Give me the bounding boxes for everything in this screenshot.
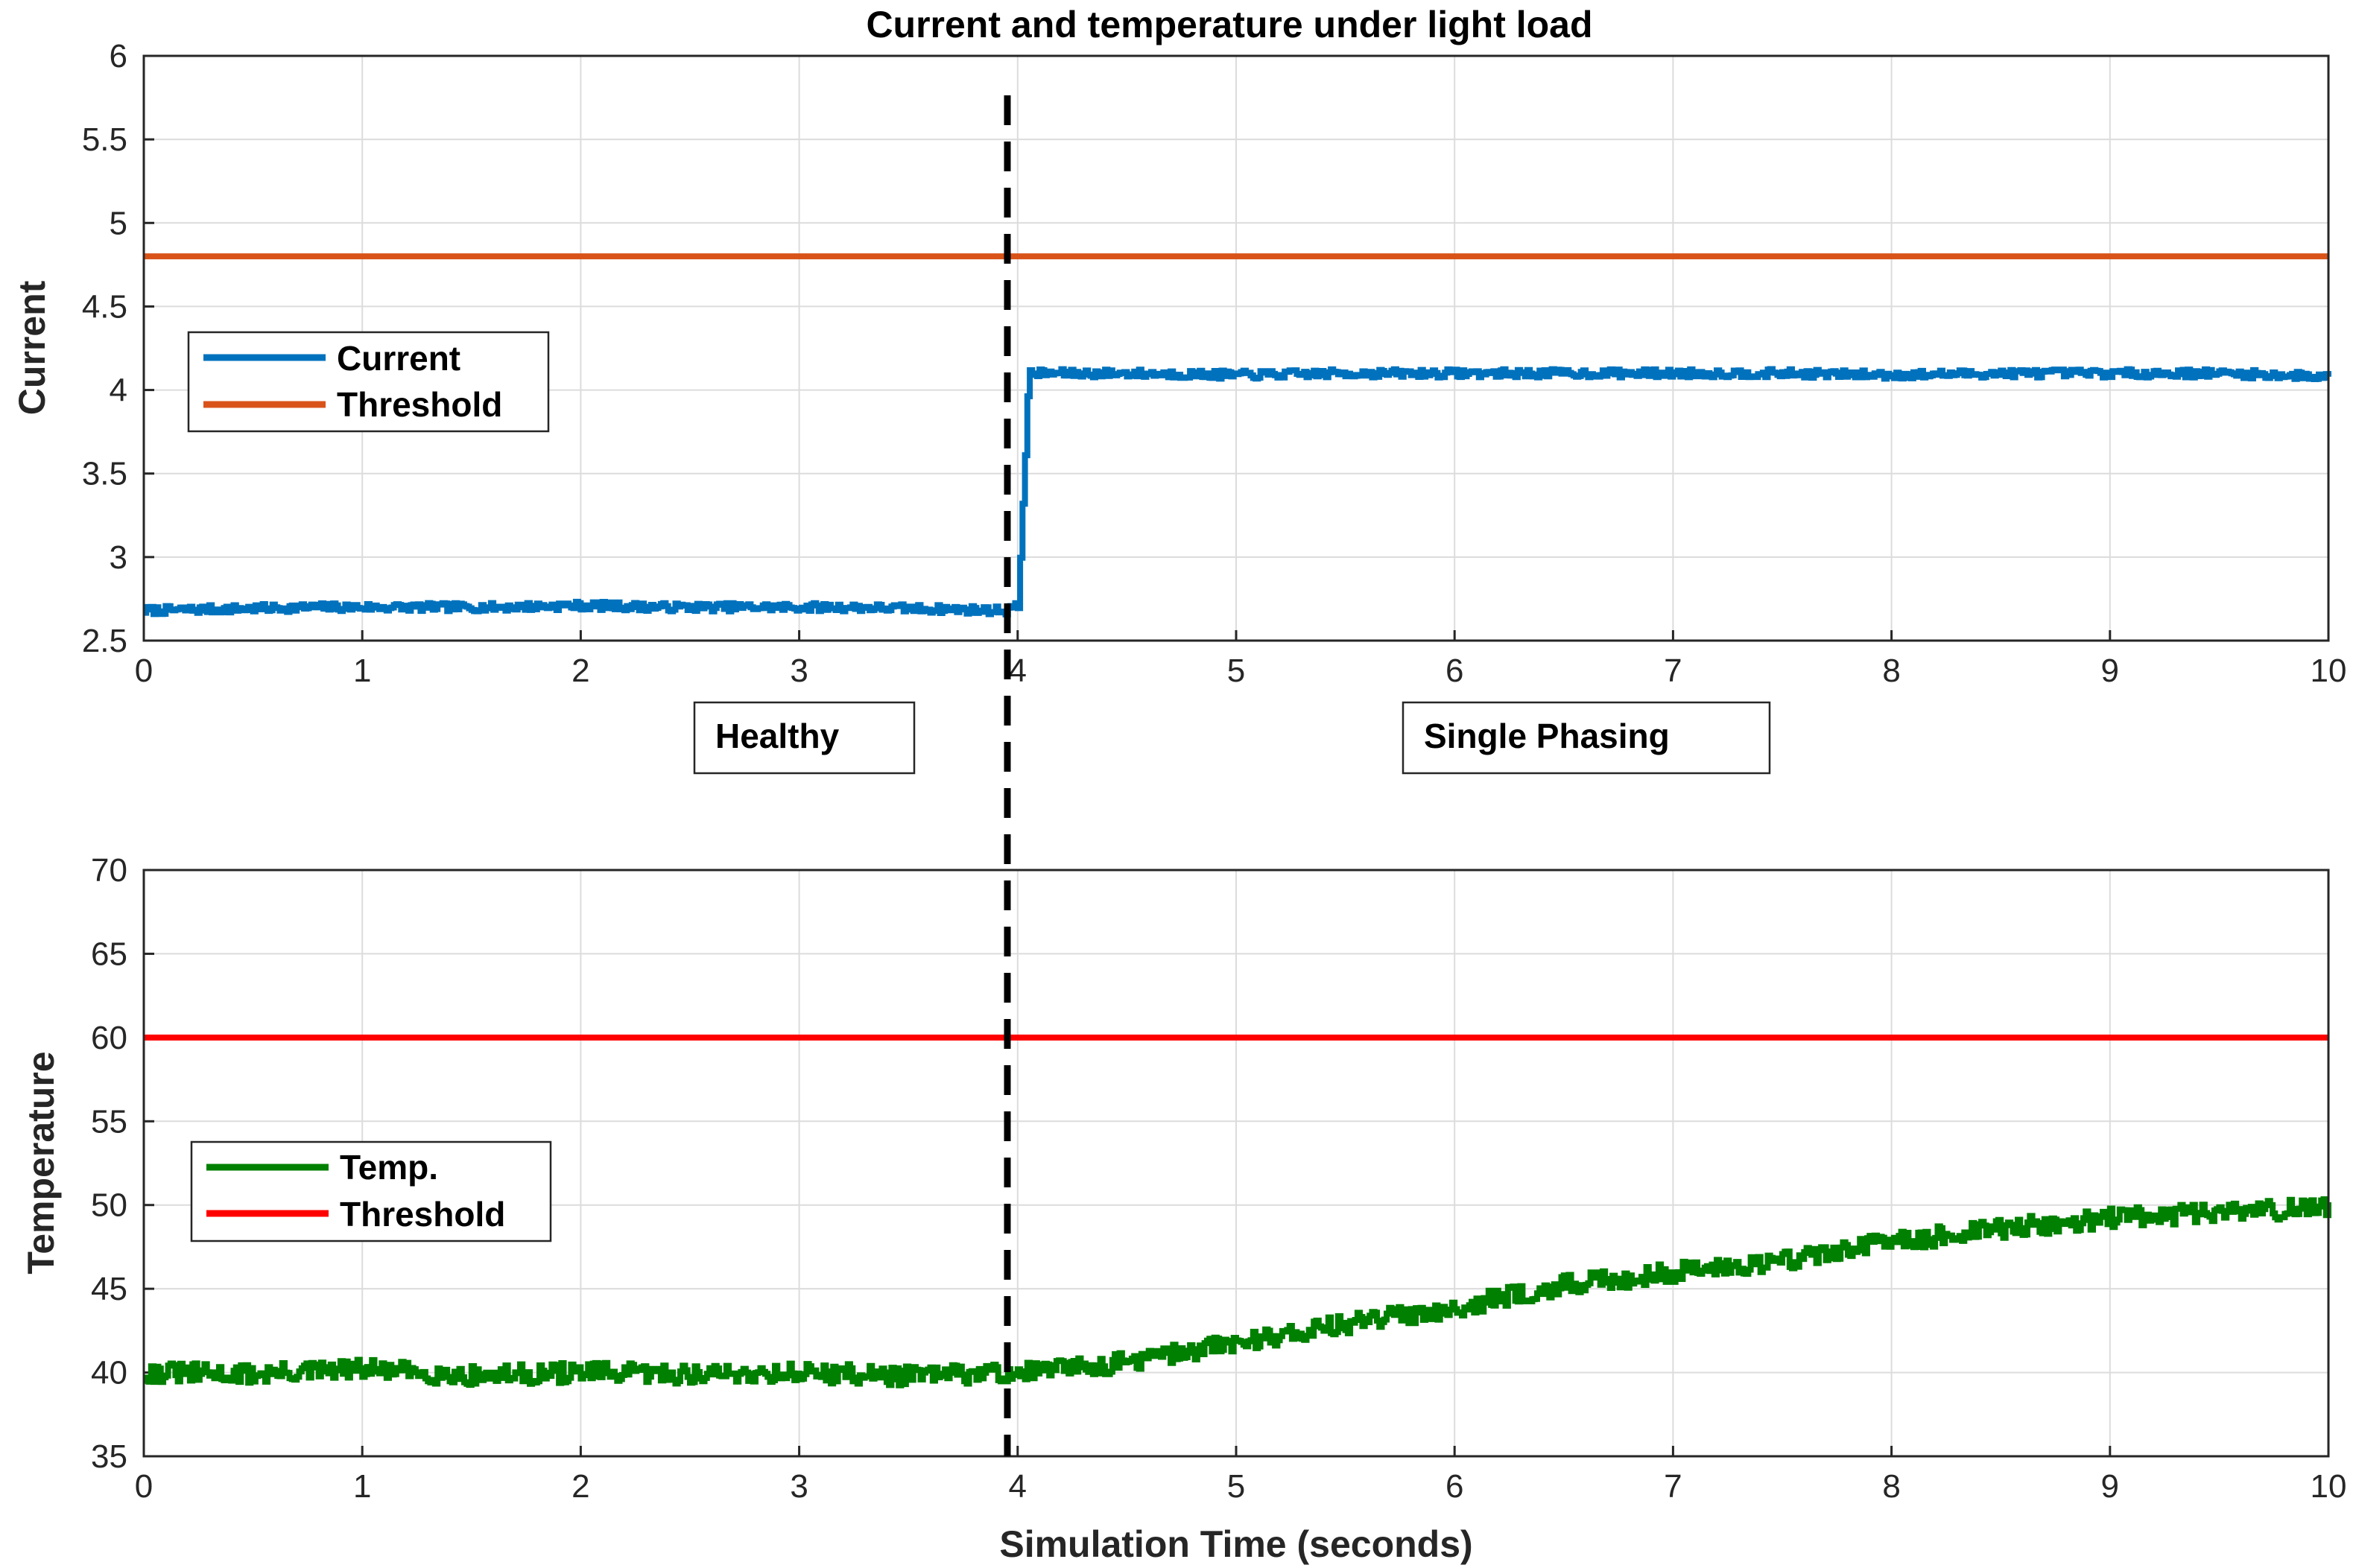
single-phasing-box [1402, 701, 1771, 775]
current-y-axis-label: Current [11, 280, 53, 415]
current-x-tick-label: 9 [2101, 653, 2119, 689]
current-x-tick-label: 4 [1009, 653, 1027, 689]
current-y-tick-label: 5.5 [82, 121, 127, 158]
temperature-x-tick-label: 10 [2311, 1468, 2347, 1505]
current-legend: Current Threshold [187, 331, 550, 433]
temperature-series [143, 1034, 2331, 1388]
healthy-box [693, 701, 916, 775]
temperature-y-tick-label: 65 [91, 936, 127, 972]
current-ticks: 0 1 2 3 4 5 6 7 8 9 10 2.5 3 3.5 4 4.5 5 5.5 6 [82, 38, 2347, 689]
current-x-tick-label: 5 [1227, 653, 1245, 689]
current-series [143, 253, 2331, 618]
temperature-x-tick-label: 0 [135, 1468, 153, 1505]
current-y-tick-label: 5 [110, 205, 127, 241]
temperature-y-tick-label: 70 [91, 852, 127, 889]
chart-title: Current and temperature under light load [866, 4, 1592, 45]
current-y-tick-label: 3.5 [82, 456, 127, 492]
current-x-tick-label: 3 [790, 653, 808, 689]
current-y-tick-label: 4 [110, 372, 127, 409]
current-y-tick-label: 2.5 [82, 623, 127, 659]
current-x-tick-label: 0 [135, 653, 153, 689]
healthy-label: Healthy [715, 717, 840, 755]
x-axis-label: Simulation Time (seconds) [999, 1523, 1472, 1565]
temperature-y-tick-label: 55 [91, 1103, 127, 1140]
current-x-tick-label: 8 [1882, 653, 1900, 689]
temperature-y-tick-label: 40 [91, 1355, 127, 1391]
current-x-tick-label: 2 [571, 653, 589, 689]
temperature-x-tick-label: 5 [1227, 1468, 1245, 1505]
healthy-annotation: Healthy [693, 701, 916, 775]
current-legend-box [187, 331, 550, 433]
current-axes-frame [142, 54, 2330, 642]
temperature-x-tick-label: 9 [2101, 1468, 2119, 1505]
legend-entry-temp: Temp. [340, 1148, 438, 1187]
temperature-x-tick-label: 6 [1445, 1468, 1463, 1505]
temperature-y-tick-label: 50 [91, 1187, 127, 1224]
temperature-y-tick-label: 45 [91, 1271, 127, 1307]
current-y-tick-label: 3 [110, 539, 127, 576]
temperature-y-tick-label: 35 [91, 1438, 127, 1475]
legend-entry-temp-threshold: Threshold [340, 1195, 505, 1234]
current-y-tick-label: 4.5 [82, 288, 127, 325]
temperature-x-tick-label: 3 [790, 1468, 808, 1505]
temperature-axes-frame [142, 869, 2330, 1458]
current-x-tick-label: 7 [1664, 653, 1682, 689]
current-x-tick-label: 10 [2311, 653, 2347, 689]
temperature-series-temp [143, 1196, 2331, 1388]
single-phasing-label: Single Phasing [1424, 717, 1670, 755]
current-series-current [143, 366, 2331, 618]
current-y-tick-label: 6 [110, 38, 127, 74]
current-grid [144, 56, 2328, 641]
temperature-x-tick-label: 1 [353, 1468, 371, 1505]
current-x-tick-label: 1 [353, 653, 371, 689]
temperature-legend: Temp. Threshold [190, 1140, 552, 1242]
temperature-x-tick-label: 8 [1882, 1468, 1900, 1505]
temperature-legend-box [190, 1140, 552, 1242]
temperature-y-axis-label: Temperature [20, 1051, 62, 1274]
temperature-x-tick-label: 4 [1009, 1468, 1027, 1505]
temperature-x-tick-label: 2 [571, 1468, 589, 1505]
legend-entry-current-threshold: Threshold [337, 385, 502, 424]
legend-entry-current: Current [337, 339, 460, 378]
single-phasing-annotation: Single Phasing [1402, 701, 1771, 775]
temperature-y-tick-label: 60 [91, 1020, 127, 1056]
temperature-x-tick-label: 7 [1664, 1468, 1682, 1505]
current-x-tick-label: 6 [1445, 653, 1463, 689]
